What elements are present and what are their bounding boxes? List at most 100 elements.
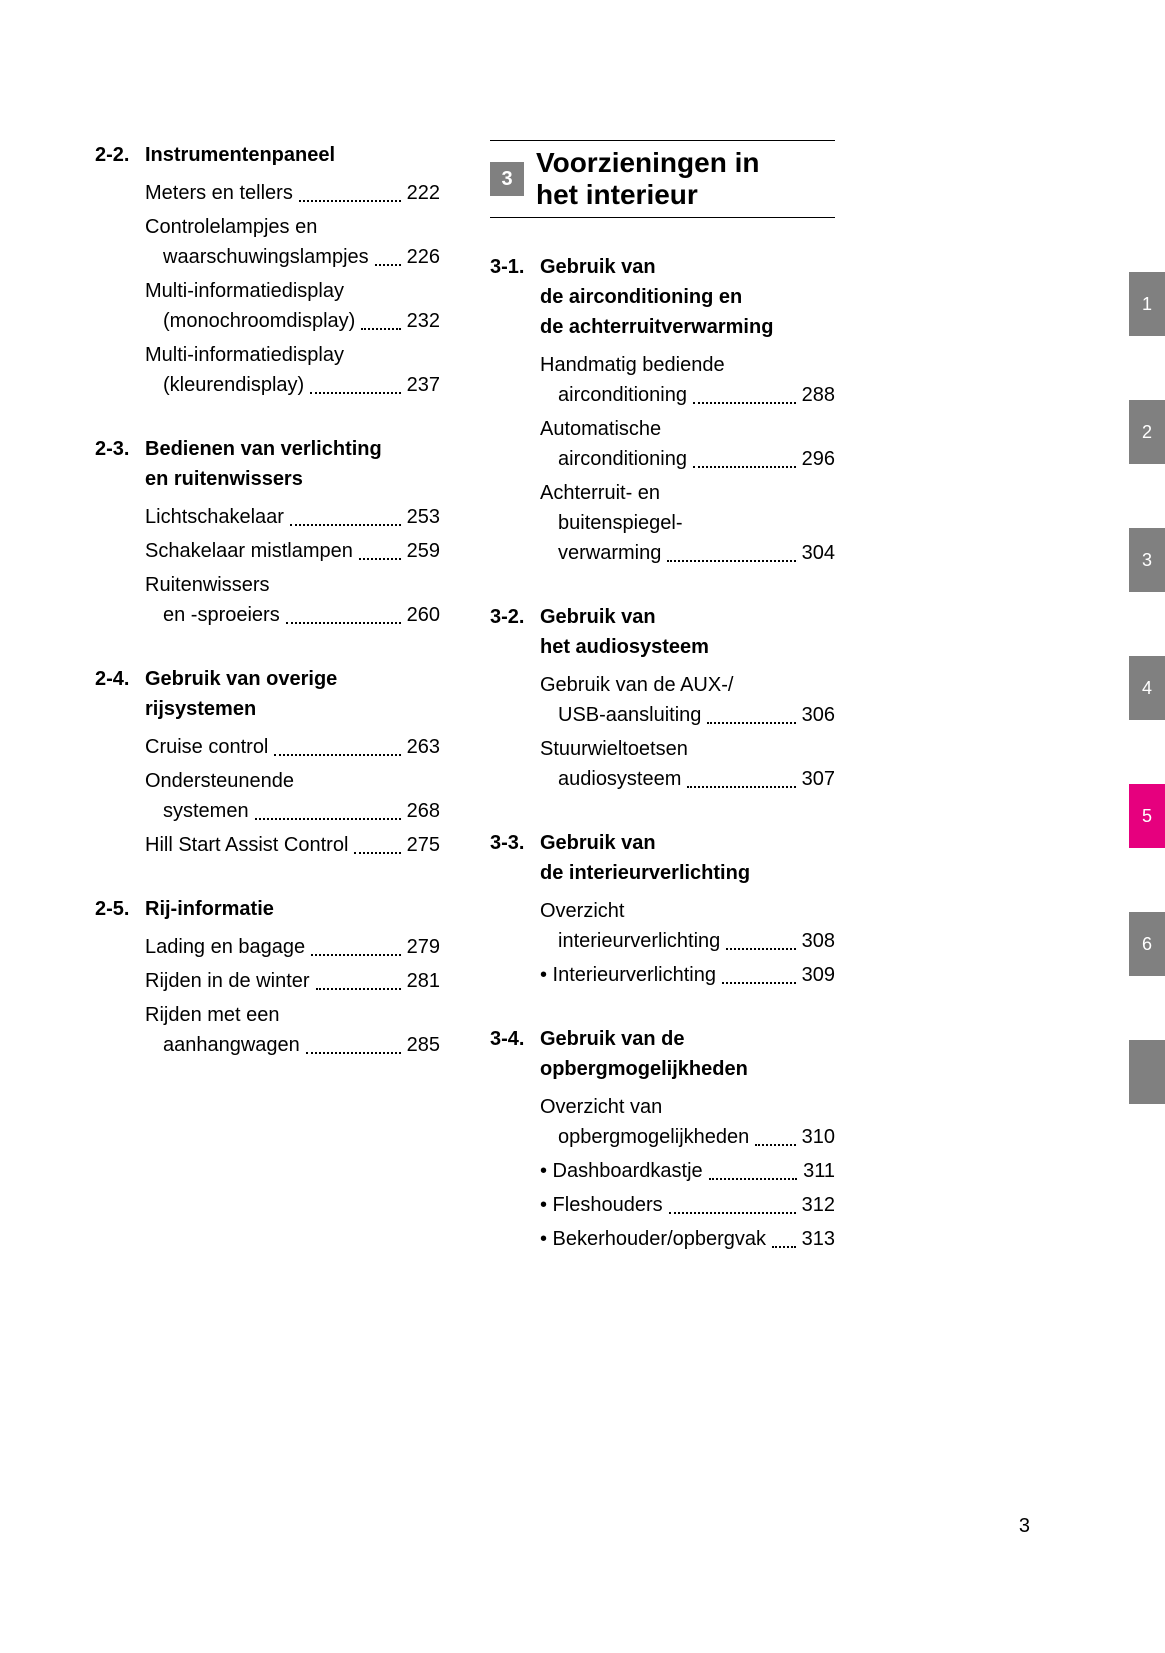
entry-label: Rijden in de winter bbox=[145, 966, 310, 996]
toc-entry[interactable]: systemen 268 bbox=[145, 796, 440, 826]
side-tab[interactable]: 3 bbox=[1129, 528, 1165, 592]
side-tab[interactable]: 2 bbox=[1129, 400, 1165, 464]
toc-entry[interactable]: Lading en bagage279 bbox=[145, 932, 440, 962]
section-heading: 2-4.Gebruik van overigerijsystemen bbox=[95, 664, 440, 724]
section-number: 3-1. bbox=[490, 252, 540, 342]
entry-page: 311 bbox=[803, 1156, 835, 1186]
entry-list: Handmatig bediendeairconditioning288Auto… bbox=[490, 350, 835, 568]
entry-page: 275 bbox=[407, 830, 440, 860]
section-title: Gebruik vande interieurverlichting bbox=[540, 828, 750, 888]
toc-entry[interactable]: airconditioning288 bbox=[540, 380, 835, 410]
toc-entry[interactable]: Rijden in de winter281 bbox=[145, 966, 440, 996]
page-number: 3 bbox=[1019, 1515, 1030, 1538]
entry-label-line: Ruitenwissers bbox=[145, 570, 440, 600]
entry-label-line: Rijden met een bbox=[145, 1000, 440, 1030]
leader-dots bbox=[306, 1052, 401, 1054]
entry-label-line: Gebruik van de AUX-/ bbox=[540, 670, 835, 700]
leader-dots bbox=[772, 1246, 796, 1248]
side-tab[interactable]: 5 bbox=[1129, 784, 1165, 848]
section-number: 2-2. bbox=[95, 140, 145, 170]
entry-label-line: Overzicht van bbox=[540, 1092, 835, 1122]
toc-entry[interactable]: audiosysteem307 bbox=[540, 764, 835, 794]
section-title: Gebruik van deopbergmogelijkheden bbox=[540, 1024, 748, 1084]
entry-page: 226 bbox=[407, 242, 440, 272]
chapter-badge: 3 bbox=[490, 162, 524, 196]
side-tab[interactable]: 1 bbox=[1129, 272, 1165, 336]
toc-entry[interactable]: aanhangwagen285 bbox=[145, 1030, 440, 1060]
entry-page: 237 bbox=[407, 370, 440, 400]
toc-entry[interactable]: Schakelaar mistlampen259 bbox=[145, 536, 440, 566]
entry-label: opbergmogelijkheden bbox=[540, 1122, 749, 1152]
toc-section: 2-3.Bedienen van verlichtingen ruitenwis… bbox=[95, 434, 440, 630]
entry-label: • Fleshouders bbox=[540, 1190, 663, 1220]
entry-label: interieurverlichting bbox=[540, 926, 720, 956]
toc-entry[interactable]: • Dashboardkastje 311 bbox=[540, 1156, 835, 1186]
entry-label: (kleurendisplay) bbox=[145, 370, 304, 400]
entry-page: 312 bbox=[802, 1190, 835, 1220]
section-heading: 2-2.Instrumentenpaneel bbox=[95, 140, 440, 170]
entry-label: audiosysteem bbox=[540, 764, 681, 794]
toc-entry[interactable]: opbergmogelijkheden310 bbox=[540, 1122, 835, 1152]
entry-page: 304 bbox=[802, 538, 835, 568]
toc-entry[interactable]: en -sproeiers260 bbox=[145, 600, 440, 630]
toc-section: 3-3.Gebruik vande interieurverlichtingOv… bbox=[490, 828, 835, 990]
toc-entry[interactable]: (monochroomdisplay)232 bbox=[145, 306, 440, 336]
entry-label-line: Stuurwieltoetsen bbox=[540, 734, 835, 764]
entry-label: systemen bbox=[145, 796, 249, 826]
toc-entry[interactable]: Meters en tellers222 bbox=[145, 178, 440, 208]
entry-page: 306 bbox=[802, 700, 835, 730]
section-number: 3-4. bbox=[490, 1024, 540, 1084]
leader-dots bbox=[726, 948, 795, 950]
toc-section: 3-2.Gebruik vanhet audiosysteemGebruik v… bbox=[490, 602, 835, 794]
entry-label: USB-aansluiting bbox=[540, 700, 701, 730]
leader-dots bbox=[693, 402, 796, 404]
side-tab[interactable]: 4 bbox=[1129, 656, 1165, 720]
leader-dots bbox=[316, 988, 401, 990]
leader-dots bbox=[274, 754, 400, 756]
entry-label-line: Achterruit- en bbox=[540, 478, 835, 508]
entry-label: en -sproeiers bbox=[145, 600, 280, 630]
entry-label: Cruise control bbox=[145, 732, 268, 762]
leader-dots bbox=[359, 558, 401, 560]
side-tab[interactable] bbox=[1129, 1040, 1165, 1104]
toc-entry[interactable]: Hill Start Assist Control275 bbox=[145, 830, 440, 860]
section-title: Gebruik vanhet audiosysteem bbox=[540, 602, 709, 662]
entry-list: Cruise control263Ondersteunendesystemen2… bbox=[95, 732, 440, 860]
entry-page: 313 bbox=[802, 1224, 835, 1254]
leader-dots bbox=[311, 954, 400, 956]
entry-page: 232 bbox=[407, 306, 440, 336]
entry-page: 309 bbox=[802, 960, 835, 990]
entry-label: • Dashboardkastje bbox=[540, 1156, 703, 1186]
columns: 2-2.InstrumentenpaneelMeters en tellers2… bbox=[95, 140, 1075, 1288]
toc-entry[interactable]: waarschuwingslampjes226 bbox=[145, 242, 440, 272]
side-tab[interactable]: 6 bbox=[1129, 912, 1165, 976]
entry-label: airconditioning bbox=[540, 380, 687, 410]
entry-label: Meters en tellers bbox=[145, 178, 293, 208]
leader-dots bbox=[255, 818, 401, 820]
leader-dots bbox=[310, 392, 400, 394]
leader-dots bbox=[669, 1212, 796, 1214]
toc-entry[interactable]: Cruise control 263 bbox=[145, 732, 440, 762]
leader-dots bbox=[299, 200, 401, 202]
toc-entry[interactable]: • Bekerhouder/opbergvak313 bbox=[540, 1224, 835, 1254]
toc-entry[interactable]: USB-aansluiting 306 bbox=[540, 700, 835, 730]
leader-dots bbox=[693, 466, 796, 468]
entry-label-line: Controlelampjes en bbox=[145, 212, 440, 242]
toc-entry[interactable]: (kleurendisplay) 237 bbox=[145, 370, 440, 400]
section-number: 2-3. bbox=[95, 434, 145, 494]
entry-page: 285 bbox=[407, 1030, 440, 1060]
entry-page: 268 bbox=[407, 796, 440, 826]
toc-entry[interactable]: interieurverlichting308 bbox=[540, 926, 835, 956]
toc-entry[interactable]: • Interieurverlichting309 bbox=[540, 960, 835, 990]
section-title: Bedienen van verlichtingen ruitenwissers bbox=[145, 434, 382, 494]
toc-entry[interactable]: • Fleshouders 312 bbox=[540, 1190, 835, 1220]
toc-entry[interactable]: airconditioning296 bbox=[540, 444, 835, 474]
section-heading: 3-1.Gebruik vande airconditioning ende a… bbox=[490, 252, 835, 342]
entry-page: 263 bbox=[407, 732, 440, 762]
section-heading: 2-5.Rij-informatie bbox=[95, 894, 440, 924]
toc-section: 2-4.Gebruik van overigerijsystemen Cruise… bbox=[95, 664, 440, 860]
chapter-title-line: Voorzieningen in bbox=[536, 147, 759, 179]
toc-entry[interactable]: verwarming304 bbox=[540, 538, 835, 568]
toc-entry[interactable]: Lichtschakelaar253 bbox=[145, 502, 440, 532]
side-tabs: 1 2 3 4 5 6 bbox=[1129, 272, 1165, 1104]
